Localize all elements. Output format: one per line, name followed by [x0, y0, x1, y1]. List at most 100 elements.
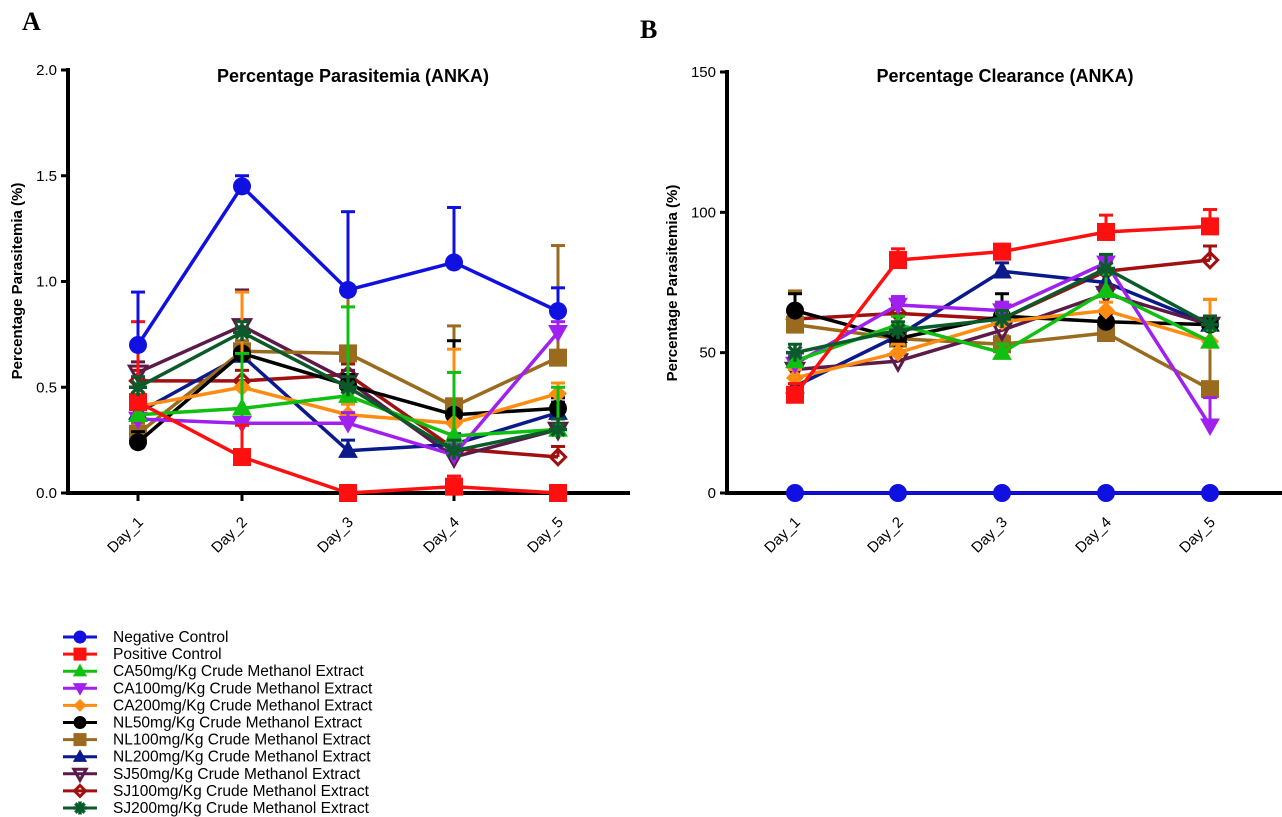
legend-label: NL100mg/Kg Crude Methanol Extract — [113, 732, 371, 749]
panel-letter-b: B — [640, 15, 657, 44]
data-point — [548, 325, 568, 343]
data-point — [993, 484, 1011, 502]
legend-label: CA200mg/Kg Crude Methanol Extract — [113, 697, 373, 714]
legend-item: Positive Control — [63, 646, 222, 663]
data-point — [1201, 484, 1219, 502]
data-point — [889, 251, 907, 270]
legend-label: Positive Control — [113, 646, 222, 663]
legend-marker — [73, 716, 87, 729]
data-point — [232, 398, 252, 416]
legend-marker — [73, 698, 87, 712]
data-point — [548, 447, 568, 467]
x-tick-label: Day_2 — [208, 514, 251, 557]
series-11 — [786, 252, 1219, 362]
data-point — [445, 253, 463, 272]
legend-label: CA50mg/Kg Crude Methanol Extract — [113, 663, 364, 680]
data-point — [786, 343, 804, 362]
data-point — [549, 348, 567, 367]
data-point — [1200, 250, 1220, 270]
data-point — [129, 378, 147, 397]
legend-label: SJ50mg/Kg Crude Methanol Extract — [113, 766, 361, 783]
data-point — [993, 309, 1011, 328]
x-tick-label: Day_3 — [314, 514, 357, 557]
x-tick-label: Day_1 — [761, 514, 804, 557]
legend-marker — [71, 767, 89, 784]
data-point — [233, 448, 251, 467]
legend-label: Negative Control — [113, 629, 228, 646]
data-point — [129, 393, 147, 412]
x-tick-label: Day_4 — [1072, 514, 1115, 557]
legend-label: NL50mg/Kg Crude Methanol Extract — [113, 715, 363, 732]
y-tick-label: 50 — [699, 345, 716, 362]
chart-panel-b: Percentage Clearance (ANKA) Percentage P… — [664, 64, 1282, 556]
legend-marker — [72, 683, 88, 696]
data-point — [549, 302, 567, 321]
series-1 — [786, 484, 1219, 502]
data-point — [549, 420, 567, 439]
chart-panel-a: Percentage Parasitemia (ANKA) Percentage… — [9, 62, 630, 556]
x-tick-label: Day_1 — [104, 514, 147, 557]
legend-marker — [73, 647, 87, 661]
legend-marker — [72, 749, 88, 762]
chart-title: Percentage Parasitemia (ANKA) — [217, 66, 489, 86]
y-tick-label: 150 — [691, 64, 716, 81]
y-tick-label: 0.5 — [36, 379, 57, 396]
data-point — [339, 280, 357, 299]
data-point — [786, 301, 804, 320]
y-tick-label: 100 — [691, 204, 716, 221]
x-tick-label: Day_5 — [524, 514, 567, 557]
data-point — [1201, 380, 1219, 399]
data-point — [1200, 331, 1220, 349]
data-point — [1097, 301, 1115, 320]
legend-label: SJ200mg/Kg Crude Methanol Extract — [113, 800, 370, 817]
y-tick-label: 0 — [708, 485, 716, 502]
data-point — [889, 484, 907, 502]
y-axis-label: Percentage Parasitemia (%) — [664, 185, 681, 382]
x-tick-label: Day_2 — [864, 514, 907, 557]
legend-label: CA100mg/Kg Crude Methanol Extract — [113, 680, 373, 697]
legend-marker — [73, 733, 87, 747]
data-point — [992, 260, 1012, 279]
data-point — [889, 321, 907, 340]
legend-item: Negative Control — [63, 629, 228, 646]
legend-item: CA100mg/Kg Crude Methanol Extract — [63, 680, 373, 697]
legend-item: CA200mg/Kg Crude Methanol Extract — [63, 697, 373, 714]
data-point — [338, 416, 358, 434]
panel-letter-a: A — [22, 7, 41, 36]
data-point — [1201, 217, 1219, 236]
x-tick-label: Day_4 — [420, 514, 463, 557]
data-point — [129, 433, 147, 452]
y-tick-label: 1.5 — [36, 168, 57, 185]
data-point — [128, 404, 148, 422]
data-point — [1097, 222, 1115, 241]
legend-item: SJ50mg/Kg Crude Methanol Extract — [63, 766, 361, 784]
data-point — [549, 484, 567, 502]
data-point — [786, 484, 804, 502]
legend-label: SJ100mg/Kg Crude Methanol Extract — [113, 783, 370, 800]
data-point — [1097, 484, 1115, 502]
data-point — [1200, 418, 1220, 436]
y-axis-label: Percentage Parasitemia (%) — [9, 183, 26, 380]
data-point — [339, 378, 357, 397]
legend-marker — [73, 801, 87, 815]
legend-item: SJ200mg/Kg Crude Methanol Extract — [63, 800, 370, 817]
data-point — [338, 440, 358, 458]
data-point — [889, 343, 907, 362]
legend-marker — [72, 663, 88, 677]
y-tick-label: 0.0 — [36, 485, 57, 502]
data-point — [129, 335, 147, 354]
data-point — [233, 177, 251, 196]
legend-item: SJ100mg/Kg Crude Methanol Extract — [63, 783, 370, 800]
data-point — [1097, 259, 1115, 278]
legend-label: NL200mg/Kg Crude Methanol Extract — [113, 749, 371, 766]
data-point — [786, 315, 804, 334]
series-11 — [129, 320, 567, 460]
legend-marker — [72, 783, 88, 799]
legend-marker — [73, 630, 87, 644]
legend-item: NL200mg/Kg Crude Methanol Extract — [63, 749, 371, 766]
data-point — [1097, 312, 1115, 331]
x-tick-label: Day_3 — [968, 514, 1011, 557]
series-1 — [129, 174, 567, 354]
